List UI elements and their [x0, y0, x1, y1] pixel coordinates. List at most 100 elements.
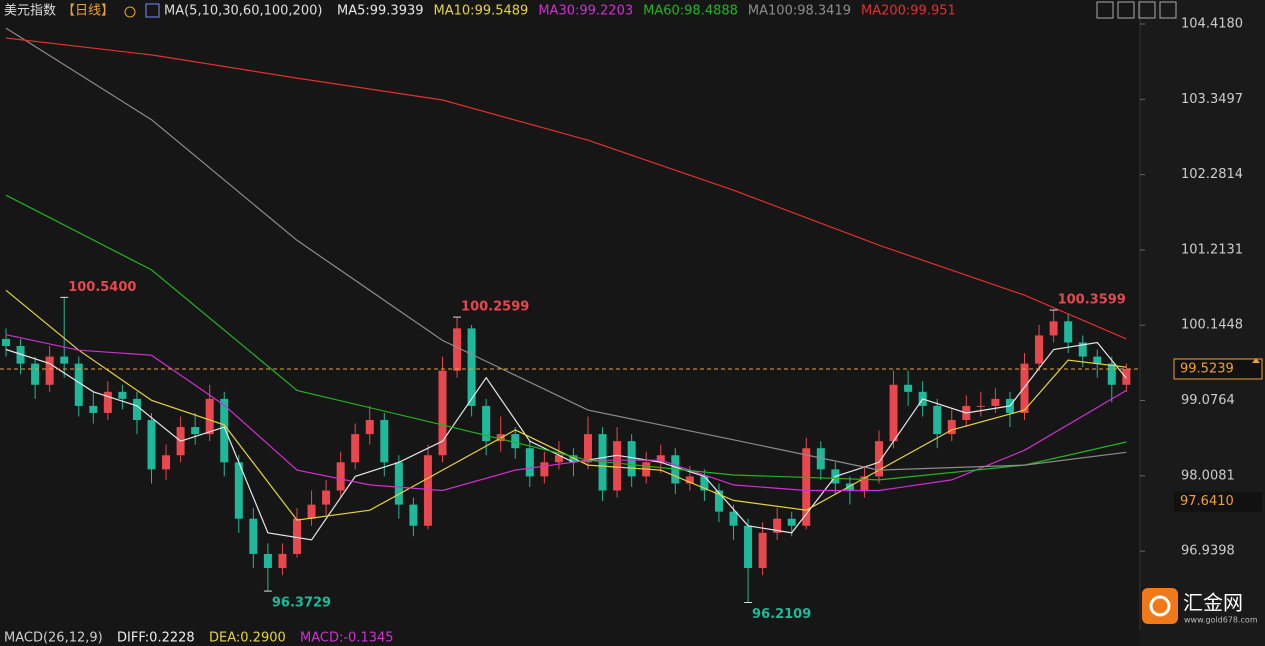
candle-body — [845, 483, 854, 491]
candle-body — [263, 553, 272, 569]
ma-line — [5, 37, 1127, 340]
candle-body — [1064, 321, 1073, 343]
candle-body — [394, 462, 403, 505]
candle-body — [540, 462, 549, 477]
annotation: 100.5400 — [68, 280, 136, 295]
candle-body — [656, 455, 665, 463]
price-tag-box — [1173, 358, 1263, 380]
candle-body — [1107, 363, 1116, 385]
candle-body — [991, 398, 1000, 406]
macd-header: MACD(26,12,9) DIFF:0.2228 DEA:0.2900 MAC… — [4, 631, 394, 646]
ma-line — [5, 334, 1127, 492]
candle-body — [787, 518, 796, 526]
price-marker — [1252, 357, 1260, 363]
candle-body — [322, 490, 331, 505]
annotation: 100.3599 — [1058, 293, 1126, 308]
candle-body — [569, 455, 578, 463]
candle-body — [31, 363, 40, 385]
candle-body — [351, 434, 360, 463]
icon[interactable] — [145, 3, 160, 18]
candle-body — [307, 504, 316, 519]
candle-body — [598, 434, 607, 491]
brand-name: 汇金网 — [1183, 591, 1243, 615]
legend-entry: MA10:99.5489 — [434, 4, 529, 19]
candle-body — [860, 476, 869, 491]
macd-diff: DIFF:0.2228 — [117, 631, 195, 646]
candle-body — [947, 420, 956, 435]
candle-body — [613, 441, 622, 491]
ma-line — [5, 27, 1127, 471]
candle-body — [45, 356, 54, 385]
y-tick-label: 104.4180 — [1181, 17, 1243, 32]
candle-body — [482, 405, 491, 442]
tool-button[interactable] — [1138, 1, 1156, 19]
candle-body — [60, 356, 69, 364]
candle-body — [1020, 363, 1029, 413]
candle-body — [744, 525, 753, 569]
candle-body — [249, 518, 258, 554]
logo — [1142, 588, 1178, 624]
y-tick-label: 102.2814 — [1181, 167, 1243, 182]
y-tick-label: 98.0081 — [1181, 468, 1235, 483]
candle-body — [409, 504, 418, 526]
candle-body — [758, 532, 767, 569]
legend-entry: MA30:99.2203 — [538, 4, 633, 19]
header: 美元指数 【日线】 MA(5,10,30,60,100,200) MA5:99.… — [4, 3, 956, 19]
annotation: 100.2599 — [461, 300, 529, 315]
ma-line — [5, 194, 1127, 481]
candle-body — [365, 420, 374, 435]
candle-body — [685, 476, 694, 484]
candle-body — [380, 420, 389, 463]
tool-button[interactable] — [1159, 1, 1177, 19]
tool-button[interactable] — [1096, 1, 1114, 19]
macd-dea: DEA:0.2900 — [209, 631, 286, 646]
candle-body — [293, 518, 301, 554]
candle-body — [162, 455, 171, 470]
candle-body — [729, 511, 738, 526]
candle-body — [802, 448, 811, 526]
candle-body — [1122, 368, 1131, 385]
brand: 汇金网 www.gold678.com — [1142, 588, 1258, 625]
brand-url: www.gold678.com — [1184, 616, 1258, 625]
candle-body — [627, 441, 636, 477]
logo-mark — [1149, 595, 1171, 617]
legend: MA5:99.3939 MA10:99.5489 MA30:99.2203 MA60:… — [337, 4, 956, 19]
period: 【日线】 — [62, 4, 114, 19]
candle-body — [875, 441, 883, 477]
candle-body — [1093, 356, 1102, 364]
candle-body — [234, 462, 243, 519]
candle-body — [453, 328, 462, 371]
y-tick-label: 101.2131 — [1181, 242, 1243, 257]
candle-body — [714, 490, 723, 512]
y-tick-label: 100.1448 — [1181, 318, 1243, 333]
candle-body — [103, 391, 112, 413]
candle-body — [1078, 342, 1087, 357]
candle-body — [511, 434, 520, 449]
candle-body — [118, 391, 127, 399]
chart-title: 美元指数 — [4, 4, 56, 19]
candle-body — [220, 398, 229, 463]
candle-body — [816, 448, 825, 470]
legend-entry: MA60:98.4888 — [643, 4, 738, 19]
toolbar — [1096, 1, 1177, 19]
candle-body — [423, 455, 432, 526]
annotation: 96.2109 — [752, 607, 811, 622]
candle-body — [773, 518, 782, 533]
candle-body — [89, 405, 98, 413]
tool-button[interactable] — [1117, 1, 1135, 19]
macd-value: MACD:-0.1345 — [300, 631, 394, 646]
price-tag: 97.6410 — [1180, 494, 1234, 509]
candle-body — [554, 455, 563, 463]
candle-body — [904, 384, 913, 392]
candle-body — [889, 384, 898, 442]
candle-body — [438, 370, 447, 456]
candle-body — [191, 427, 200, 435]
candle-body — [205, 398, 214, 435]
icon[interactable] — [124, 6, 136, 18]
y-tick-label: 99.0764 — [1181, 393, 1235, 408]
candle-body — [700, 476, 709, 491]
candle-body — [147, 420, 156, 470]
candle-body — [1035, 335, 1044, 364]
y-tick-label: 96.9398 — [1181, 544, 1235, 559]
